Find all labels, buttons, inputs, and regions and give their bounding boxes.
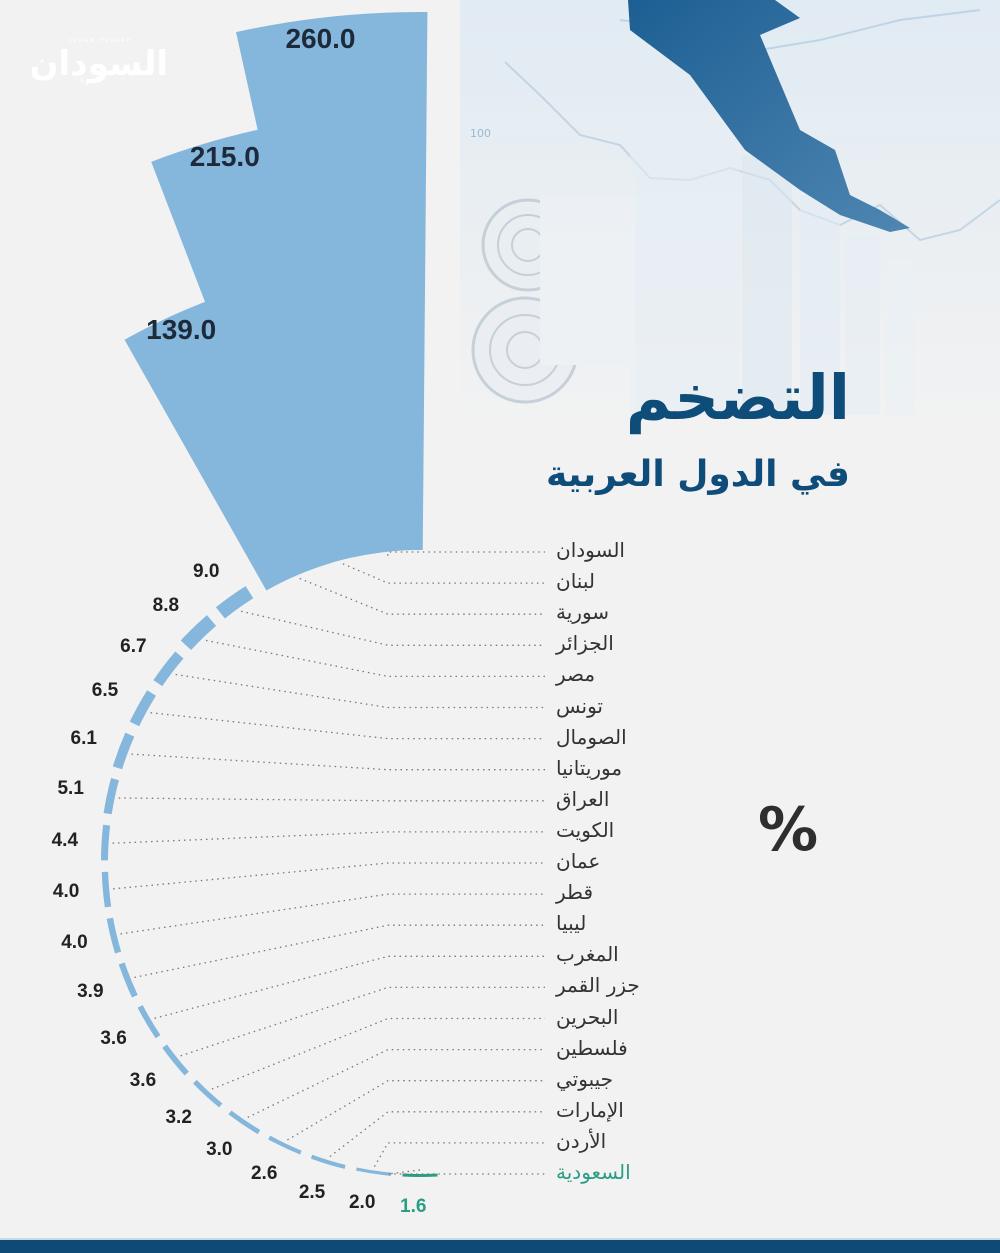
value-label: 3.6 bbox=[100, 1027, 127, 1049]
country-label: موريتانيا bbox=[556, 755, 623, 780]
value-label: 2.6 bbox=[250, 1163, 278, 1185]
leader-line bbox=[387, 551, 545, 556]
leader-line bbox=[118, 797, 545, 802]
country-label: الأردن bbox=[556, 1128, 607, 1153]
country-label: سورية bbox=[556, 600, 610, 625]
chart-bar bbox=[137, 1005, 161, 1039]
leader-line bbox=[342, 563, 545, 584]
svg-text:100: 100 bbox=[470, 127, 491, 140]
country-label: فلسطين bbox=[556, 1035, 628, 1060]
chart-bar bbox=[124, 286, 332, 591]
leader-line bbox=[287, 1080, 545, 1141]
country-label: الجزائر bbox=[556, 631, 614, 656]
chart-bar bbox=[101, 871, 112, 908]
page-title: التضخم bbox=[625, 361, 850, 434]
chart-bar bbox=[112, 732, 135, 770]
country-label: تونس bbox=[556, 693, 603, 718]
logo: SUDAN HURRAH السودان الحرة bbox=[30, 38, 168, 88]
leader-line bbox=[150, 712, 545, 740]
chart-bar bbox=[193, 1079, 223, 1108]
value-label: 4.0 bbox=[61, 932, 88, 954]
country-label: جزر القمر bbox=[556, 973, 640, 998]
value-label: 4.0 bbox=[52, 881, 80, 903]
leader-line bbox=[211, 1017, 545, 1090]
country-label: مصر bbox=[556, 662, 596, 687]
leader-line bbox=[299, 577, 545, 615]
radial-bar-chart bbox=[100, 11, 545, 1177]
value-label: 2.0 bbox=[348, 1192, 376, 1214]
chart-bar bbox=[103, 778, 119, 815]
value-label: 6.1 bbox=[70, 727, 97, 749]
value-label: 5.1 bbox=[57, 778, 84, 800]
chart-bar bbox=[228, 1110, 261, 1135]
chart-bar bbox=[106, 917, 122, 954]
chart-bar bbox=[268, 1135, 302, 1155]
leader-line bbox=[154, 955, 545, 1019]
country-label: لبنان bbox=[556, 569, 595, 594]
logo-sub: الحرة bbox=[80, 76, 101, 86]
country-label: السعودية bbox=[556, 1160, 631, 1184]
footer-bar bbox=[0, 1238, 1000, 1253]
value-label: 260.0 bbox=[285, 22, 356, 54]
value-label: 215.0 bbox=[189, 141, 260, 173]
value-label: 9.0 bbox=[193, 560, 220, 582]
value-label: 3.9 bbox=[77, 981, 104, 1003]
leader-line bbox=[112, 831, 545, 844]
rolled-paper-decoration bbox=[471, 195, 635, 404]
country-label: الإمارات bbox=[556, 1097, 624, 1122]
country-label: عمان bbox=[556, 849, 601, 873]
value-label: 6.7 bbox=[120, 636, 147, 658]
leader-line bbox=[205, 639, 545, 678]
country-label: الكويت bbox=[556, 817, 615, 842]
value-label: 6.5 bbox=[91, 680, 119, 702]
country-label: المغرب bbox=[556, 942, 619, 967]
chart-bar bbox=[402, 1173, 438, 1177]
page-subtitle: في الدول العربية bbox=[546, 454, 850, 495]
leader-line bbox=[180, 986, 545, 1057]
trend-arrow-decoration bbox=[628, 0, 910, 232]
chart-bar bbox=[356, 1167, 392, 1176]
chart-bar bbox=[118, 962, 138, 998]
value-label: 3.2 bbox=[165, 1106, 192, 1128]
value-label: 139.0 bbox=[146, 313, 217, 345]
country-label: الصومال bbox=[556, 724, 627, 749]
country-label: ليبيا bbox=[556, 911, 587, 936]
chart-bar bbox=[100, 824, 111, 861]
leader-line bbox=[373, 1142, 545, 1167]
leader-line bbox=[387, 1169, 545, 1175]
leader-line bbox=[113, 862, 545, 890]
value-label: 3.6 bbox=[129, 1069, 157, 1091]
chart-bar bbox=[215, 586, 254, 619]
leader-line bbox=[240, 610, 545, 646]
value-label: 4.4 bbox=[51, 829, 79, 851]
value-label: 3.0 bbox=[206, 1138, 233, 1160]
chart-bar bbox=[153, 651, 184, 687]
logo-tagline: SUDAN HURRAH bbox=[68, 38, 133, 44]
chart-bar bbox=[180, 615, 217, 651]
value-label: 1.6 bbox=[400, 1196, 427, 1217]
leader-line bbox=[134, 924, 545, 979]
leader-line bbox=[329, 1111, 545, 1158]
decorative-bars bbox=[630, 125, 915, 415]
leader-line bbox=[247, 1048, 545, 1118]
leader-line bbox=[175, 673, 545, 709]
logo-name: السودان bbox=[29, 44, 168, 84]
country-label: قطر bbox=[556, 880, 594, 905]
value-label: 2.5 bbox=[298, 1181, 326, 1203]
country-label: جيبوتي bbox=[556, 1066, 614, 1091]
leader-line bbox=[131, 753, 545, 771]
country-label: العراق bbox=[556, 786, 610, 811]
chart-bar bbox=[162, 1044, 189, 1076]
value-label: 8.8 bbox=[152, 594, 180, 616]
country-label: السودان bbox=[556, 538, 625, 562]
chart-bar bbox=[310, 1154, 346, 1169]
unit-label: % bbox=[758, 795, 819, 865]
chart-bar bbox=[129, 690, 156, 727]
country-label: البحرين bbox=[556, 1004, 619, 1029]
leader-line bbox=[120, 893, 545, 935]
